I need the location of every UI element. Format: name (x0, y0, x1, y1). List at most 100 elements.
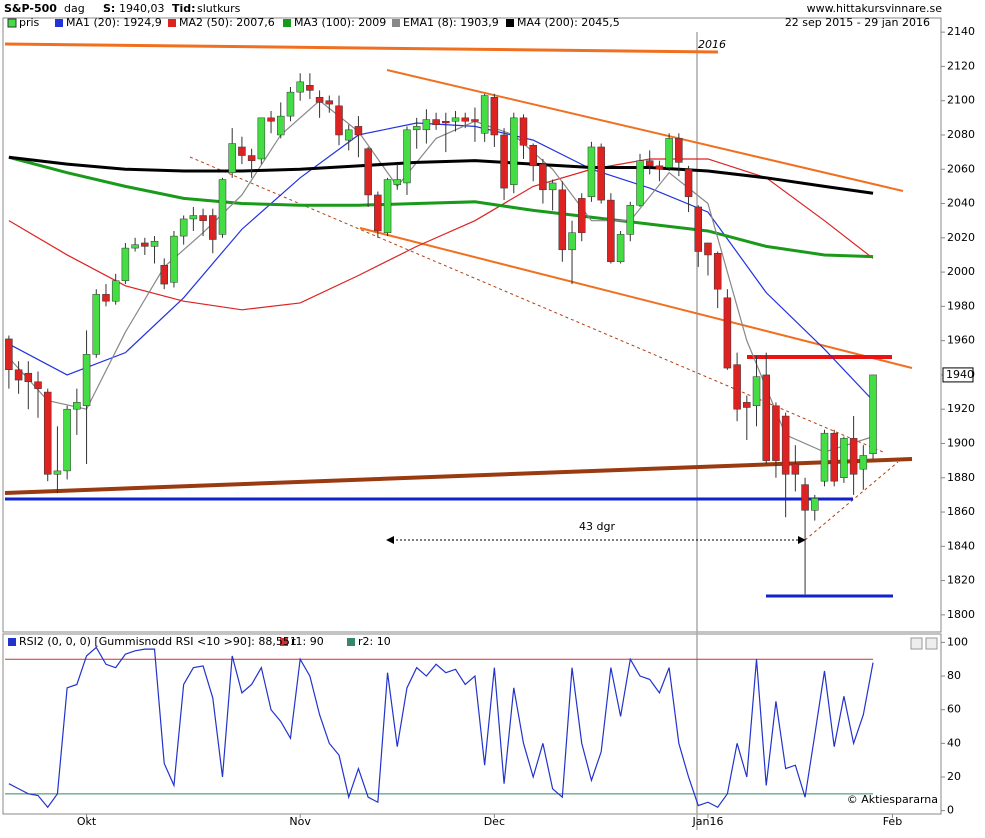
candle-body (53, 470, 62, 475)
candle-body (743, 402, 751, 408)
candle-body (228, 143, 236, 173)
period: dag (64, 2, 85, 15)
candle-body (150, 240, 159, 247)
symbol: S&P-500 (4, 2, 57, 15)
candle-body (461, 117, 469, 122)
candle-body (616, 234, 625, 263)
candle-body (92, 294, 101, 355)
candle-body (121, 247, 130, 281)
candle-body (335, 105, 343, 136)
candle-body (859, 455, 868, 470)
candle-body (694, 206, 703, 252)
y-tick-label: 100 (947, 635, 968, 648)
copyright: © Aktiespararna (847, 793, 938, 806)
legend-label: r1: 90 (291, 635, 324, 648)
legend-swatch (392, 19, 400, 27)
candle-body (869, 374, 877, 455)
candle-body (393, 179, 402, 185)
candle-body (160, 264, 168, 285)
candle-body (548, 182, 557, 191)
y-tick-label: 2100 (947, 94, 975, 107)
zoom-icon[interactable] (910, 637, 923, 650)
candle-body (34, 381, 42, 389)
candle-body (412, 126, 421, 131)
candle-body (199, 215, 207, 221)
candle-body (141, 242, 149, 247)
candle-body (179, 218, 188, 237)
y-tick-label: 2120 (947, 59, 975, 72)
candle-body (500, 134, 508, 189)
candle-body (587, 146, 596, 197)
candle-body (43, 391, 52, 475)
candle-body (471, 119, 479, 122)
settings-icon[interactable] (925, 637, 938, 650)
y-tick-label: 1820 (947, 574, 975, 587)
candle-body (645, 160, 654, 167)
legend-swatch (506, 19, 514, 27)
legend-label: r2: 10 (358, 635, 391, 648)
candle-body (189, 215, 198, 220)
candle-body (830, 432, 838, 482)
candle-body (577, 198, 586, 233)
candle-body (257, 117, 266, 160)
y-tick-label: 2040 (947, 197, 975, 210)
rsi-panel (2, 633, 942, 815)
candle-body (286, 91, 295, 117)
candle-body (607, 199, 615, 263)
candle-body (781, 415, 790, 475)
candle-body (374, 194, 382, 232)
trendline (4, 457, 913, 495)
day-count: 43 dgr (579, 520, 615, 533)
candle-body (772, 405, 780, 461)
y-tick-label: 2020 (947, 231, 975, 244)
candle-body (170, 235, 178, 283)
date-range: 22 sep 2015 - 29 jan 2016 (785, 16, 930, 29)
candle-body (14, 369, 23, 381)
legend-label: MA3 (100): 2009 (294, 16, 386, 29)
candle-body (791, 463, 800, 475)
x-tick-label: Okt (77, 815, 97, 828)
y-tick-label: 1800 (947, 608, 975, 621)
price-panel (2, 17, 942, 633)
candle-body (849, 438, 858, 475)
legend-label: RSI2 (0, 0, 0) [Gummisnodd RSI <10 >90]:… (19, 635, 297, 648)
trendline (804, 461, 899, 541)
y-tick-label: 1920 (947, 402, 975, 415)
y-tick-label: 2060 (947, 162, 975, 175)
y-tick-label: 2000 (947, 265, 975, 278)
ma-line (8, 99, 874, 453)
candle-body (451, 117, 460, 122)
candle-body (480, 95, 489, 134)
y-tick-label: 0 (947, 804, 954, 817)
candle-body (296, 81, 304, 93)
candle-body (684, 169, 693, 197)
arrow-head (798, 536, 806, 544)
candle-body (811, 498, 819, 511)
y-tick-label: 40 (947, 736, 961, 749)
candle-body (267, 117, 275, 122)
y-tick-label: 1900 (947, 436, 975, 449)
legend-label: pris (19, 16, 40, 29)
candle-body (354, 126, 363, 136)
candle-body (820, 432, 829, 482)
candle-body (24, 372, 33, 383)
candle-body (762, 374, 770, 461)
rsi-line (8, 646, 874, 809)
x-tick-label: Feb (883, 815, 902, 828)
candle-body (840, 438, 848, 479)
candle-body (519, 117, 528, 146)
candle-body (344, 129, 353, 141)
trendlines (4, 42, 913, 598)
candle-body (801, 484, 809, 511)
site: www.hittakursvinnare.se (807, 2, 943, 15)
candle-body (636, 160, 644, 206)
candle-body (568, 232, 576, 251)
legend-label: MA1 (20): 1924,9 (66, 16, 162, 29)
y-tick-label: 2080 (947, 128, 975, 141)
y-tick-label: 60 (947, 703, 961, 716)
arrow-head (386, 536, 394, 544)
x-tick-label: Nov (289, 815, 311, 828)
candle-body (510, 117, 518, 185)
candle-body (432, 119, 440, 125)
